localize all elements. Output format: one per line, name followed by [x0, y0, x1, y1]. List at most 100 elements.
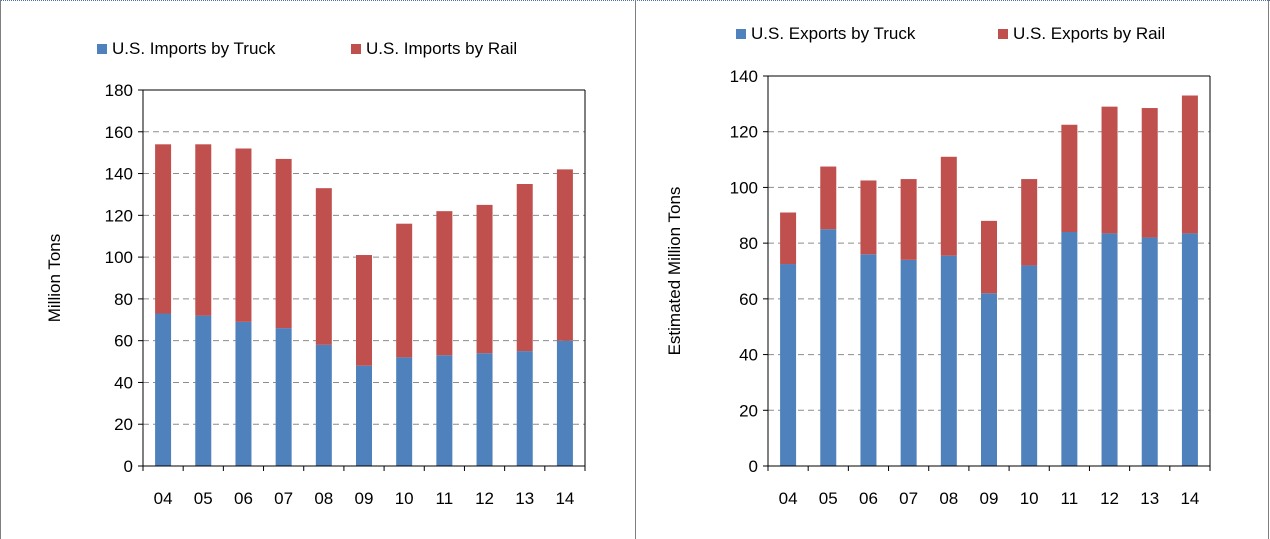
- bar-truck-10: [396, 357, 413, 466]
- x-tick-label: 12: [1100, 489, 1119, 508]
- y-tick-label: 60: [739, 290, 758, 309]
- bar-truck-14: [1181, 233, 1198, 466]
- right-border: [1268, 0, 1269, 539]
- legend-label-rail: U.S. Exports by Rail: [1013, 24, 1165, 43]
- y-tick-label: 0: [749, 457, 758, 476]
- legend-label-rail: U.S. Imports by Rail: [366, 39, 517, 58]
- bar-rail-13: [1141, 108, 1158, 238]
- bar-rail-12: [476, 204, 493, 354]
- x-tick-label: 10: [395, 489, 414, 508]
- bar-rail-09: [356, 255, 372, 366]
- bar-truck-07: [275, 328, 292, 466]
- x-tick-label: 05: [194, 489, 213, 508]
- bar-truck-06: [860, 254, 877, 466]
- legend-label-truck: U.S. Exports by Truck: [751, 24, 916, 43]
- bar-truck-07: [900, 259, 917, 466]
- bar-truck-09: [356, 365, 372, 466]
- y-axis-title: Million Tons: [45, 234, 64, 323]
- bar-truck-08: [940, 255, 957, 466]
- y-tick-label: 140: [105, 165, 133, 184]
- bar-truck-12: [1101, 233, 1118, 466]
- bar-truck-06: [235, 321, 252, 466]
- x-tick-label: 06: [234, 489, 253, 508]
- y-tick-label: 40: [114, 373, 133, 392]
- bar-rail-10: [396, 223, 413, 358]
- bar-rail-11: [436, 211, 453, 356]
- panel-divider: [635, 0, 636, 539]
- bar-rail-05: [195, 144, 212, 316]
- bar-rail-14: [1181, 95, 1198, 234]
- legend-swatch-truck: [97, 44, 107, 54]
- bar-truck-05: [820, 229, 837, 466]
- bar-rail-10: [1021, 179, 1038, 266]
- left-border: [0, 0, 1, 539]
- bar-rail-06: [860, 180, 877, 255]
- y-tick-label: 120: [105, 206, 133, 225]
- y-tick-label: 0: [124, 457, 133, 476]
- exports-chart: U.S. Exports by Truck U.S. Exports by Rai…: [665, 24, 1211, 508]
- x-tick-label: 07: [899, 489, 918, 508]
- x-tick-label: 10: [1020, 489, 1039, 508]
- bar-truck-04: [780, 264, 797, 466]
- x-tick-label: 11: [436, 489, 454, 508]
- x-tick-label: 08: [939, 489, 958, 508]
- y-tick-label: 140: [730, 67, 758, 86]
- y-tick-label: 100: [730, 178, 758, 197]
- y-tick-label: 60: [114, 332, 133, 351]
- x-tick-label: 08: [314, 489, 333, 508]
- legend-label-truck: U.S. Imports by Truck: [112, 39, 276, 58]
- x-tick-label: 14: [1180, 489, 1199, 508]
- bar-truck-13: [516, 351, 533, 466]
- bar-truck-11: [1061, 232, 1078, 466]
- x-tick-label: 05: [819, 489, 838, 508]
- bar-rail-07: [275, 158, 292, 329]
- x-tick-label: 13: [1140, 489, 1159, 508]
- y-tick-label: 120: [730, 123, 758, 142]
- imports-chart: U.S. Imports by Truck U.S. Imports by Rai…: [45, 39, 586, 508]
- bar-rail-07: [900, 179, 917, 260]
- bar-truck-08: [315, 344, 332, 466]
- y-tick-label: 180: [105, 81, 133, 100]
- y-tick-label: 80: [739, 234, 758, 253]
- y-tick-label: 20: [114, 415, 133, 434]
- bar-truck-05: [195, 315, 212, 466]
- x-tick-label: 09: [355, 489, 374, 508]
- x-tick-label: 06: [859, 489, 878, 508]
- legend-swatch-rail: [998, 29, 1008, 39]
- bar-rail-08: [315, 188, 332, 345]
- bar-rail-06: [235, 148, 252, 322]
- y-tick-label: 100: [105, 248, 133, 267]
- bar-rail-11: [1061, 124, 1078, 232]
- bar-truck-10: [1021, 265, 1038, 466]
- bar-truck-09: [981, 293, 997, 466]
- y-axis-title: Estimated Million Tons: [665, 187, 684, 356]
- bar-rail-09: [981, 220, 997, 294]
- bar-truck-13: [1141, 237, 1158, 466]
- y-tick-label: 80: [114, 290, 133, 309]
- bar-truck-12: [476, 353, 493, 466]
- bar-rail-12: [1101, 106, 1118, 234]
- x-tick-label: 13: [515, 489, 534, 508]
- bar-rail-05: [820, 166, 837, 230]
- x-tick-label: 11: [1061, 489, 1079, 508]
- bar-rail-08: [940, 156, 957, 256]
- y-tick-label: 160: [105, 123, 133, 142]
- y-tick-label: 40: [739, 346, 758, 365]
- x-tick-label: 12: [475, 489, 494, 508]
- bar-truck-04: [155, 313, 172, 466]
- bar-rail-14: [556, 169, 573, 341]
- legend-swatch-rail: [351, 44, 361, 54]
- legend-swatch-truck: [736, 29, 746, 39]
- x-tick-label: 09: [980, 489, 999, 508]
- bar-rail-04: [155, 144, 172, 314]
- bar-truck-11: [436, 355, 453, 466]
- bar-truck-14: [556, 340, 573, 466]
- y-tick-label: 20: [739, 401, 758, 420]
- x-tick-label: 04: [779, 489, 798, 508]
- x-tick-label: 14: [555, 489, 574, 508]
- bar-rail-04: [780, 212, 797, 265]
- x-tick-label: 04: [154, 489, 173, 508]
- bar-rail-13: [516, 184, 533, 352]
- x-tick-label: 07: [274, 489, 293, 508]
